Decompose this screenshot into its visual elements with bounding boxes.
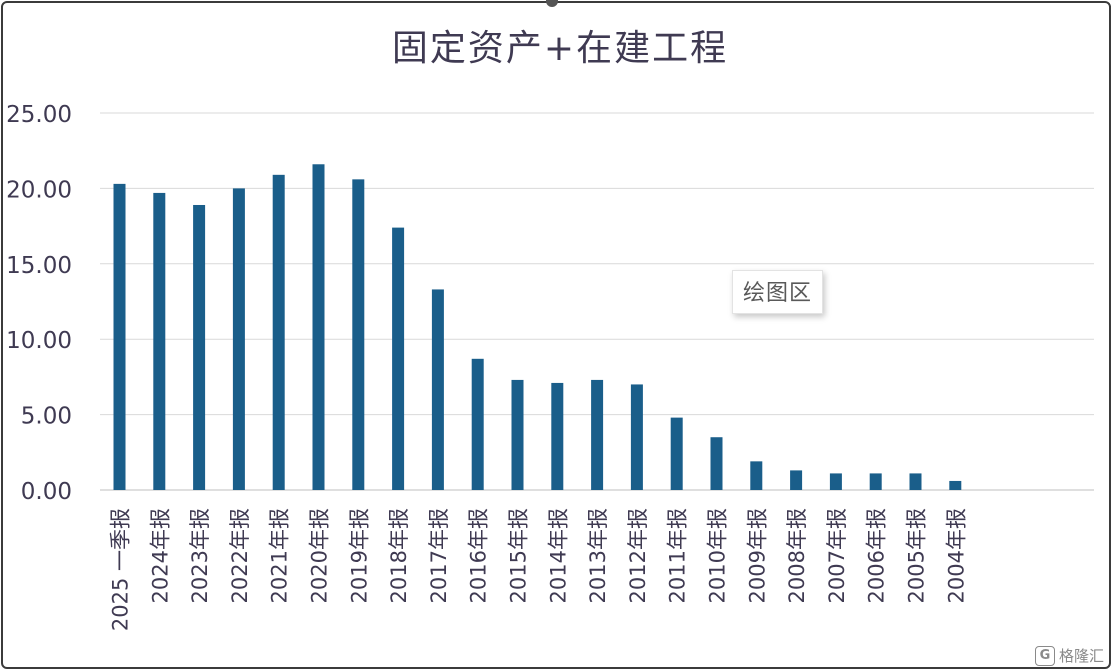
x-tick-label: 2022年报 xyxy=(228,508,252,603)
x-tick-label: 2012年报 xyxy=(626,508,650,603)
bar xyxy=(431,289,444,490)
bar xyxy=(909,473,922,490)
bar-series xyxy=(113,164,962,491)
watermark-text: 格隆汇 xyxy=(1058,647,1104,665)
chart-title: 固定资产+在建工程 xyxy=(392,28,728,69)
x-tick-label: 2019年报 xyxy=(347,508,371,603)
plot-area-tooltip: 绘图区 xyxy=(732,270,824,314)
bar xyxy=(511,379,524,490)
frame-handle-top[interactable] xyxy=(546,0,558,7)
x-tick-label: 2024年报 xyxy=(148,508,172,603)
bar xyxy=(591,379,604,490)
bar xyxy=(670,417,683,490)
x-tick-label: 2017年报 xyxy=(427,508,451,603)
y-tick-label: 5.00 xyxy=(21,404,72,430)
y-tick-label: 25.00 xyxy=(6,102,72,128)
y-axis-ticks: 25.00 20.00 15.00 10.00 5.00 0.00 xyxy=(6,102,72,505)
bar xyxy=(750,461,763,490)
bar xyxy=(193,204,206,490)
watermark: G 格隆汇 xyxy=(1034,645,1104,666)
bar xyxy=(829,473,842,490)
bar xyxy=(352,179,365,491)
bar xyxy=(790,470,803,490)
bar xyxy=(232,188,245,490)
bar xyxy=(551,382,564,490)
x-tick-label: 2021年报 xyxy=(268,508,292,603)
x-tick-label: 2018年报 xyxy=(387,508,411,603)
x-axis-labels: 2025 一季报 2024年报 2023年报 2022年报 2021年报 2020年报 20… xyxy=(109,508,969,631)
x-tick-label: 2010年报 xyxy=(706,508,730,603)
y-tick-label: 0.00 xyxy=(21,479,72,505)
x-tick-label: 2011年报 xyxy=(666,508,690,603)
x-tick-label: 2025 一季报 xyxy=(109,508,133,631)
bar xyxy=(392,227,405,490)
bar xyxy=(272,174,285,490)
bar xyxy=(153,192,166,490)
x-tick-label: 2004年报 xyxy=(944,508,968,603)
x-tick-label: 2015年报 xyxy=(507,508,531,603)
x-tick-label: 2005年报 xyxy=(905,508,929,603)
x-tick-label: 2008年报 xyxy=(785,508,809,603)
x-tick-label: 2014年报 xyxy=(546,508,570,603)
bar xyxy=(312,164,325,490)
y-tick-label: 15.00 xyxy=(6,253,72,279)
bar xyxy=(949,480,962,490)
bar xyxy=(710,437,723,490)
y-tick-label: 10.00 xyxy=(6,328,72,354)
x-tick-label: 2020年报 xyxy=(308,508,332,603)
bar xyxy=(471,358,484,490)
x-tick-label: 2007年报 xyxy=(825,508,849,603)
x-tick-label: 2009年报 xyxy=(745,508,769,603)
x-tick-label: 2006年报 xyxy=(865,508,889,603)
y-tick-label: 20.00 xyxy=(6,177,72,203)
x-tick-label: 2023年报 xyxy=(188,508,212,603)
bar xyxy=(113,183,126,490)
watermark-logo-icon: G xyxy=(1034,645,1055,666)
x-tick-label: 2013年报 xyxy=(586,508,610,603)
bar xyxy=(869,473,882,490)
bar xyxy=(630,384,643,490)
x-tick-label: 2016年报 xyxy=(467,508,491,603)
